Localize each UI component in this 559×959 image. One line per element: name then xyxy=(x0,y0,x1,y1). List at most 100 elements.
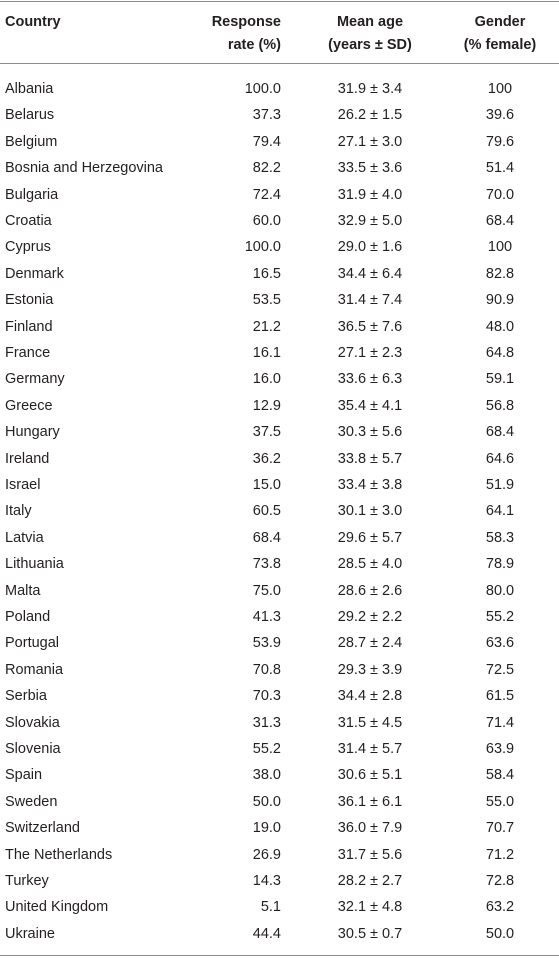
mean-age-cell: 30.6 ± 5.1 xyxy=(337,767,403,784)
mean-age-cell: 31.9 ± 4.0 xyxy=(337,186,403,203)
response-rate-cell: 21.2 xyxy=(252,318,281,335)
gender-cell: 51.9 xyxy=(485,477,515,493)
mean-age-cell: 32.1 ± 4.8 xyxy=(337,899,403,916)
response-rate-cell: 38.0 xyxy=(252,767,281,784)
country-cell: Sweden xyxy=(5,793,58,810)
column-header: Response xyxy=(211,14,281,30)
country-cell: United Kingdom xyxy=(5,899,109,916)
mean-age-cell: 28.2 ± 2.7 xyxy=(337,873,403,889)
country-cell: Latvia xyxy=(5,529,44,546)
mean-age-cell: 27.1 ± 3.0 xyxy=(337,133,403,150)
mean-age-cell: 32.9 ± 5.0 xyxy=(337,213,403,229)
gender-cell: 59.1 xyxy=(485,371,515,388)
column-header: Country xyxy=(5,14,61,30)
country-cell: Lithuania xyxy=(5,556,64,573)
mean-age-cell: 33.4 ± 3.8 xyxy=(337,477,403,493)
country-cell: Hungary xyxy=(5,424,60,441)
column-header: (% female) xyxy=(463,37,537,53)
response-rate-cell: 70.8 xyxy=(252,661,281,678)
country-cell: Cyprus xyxy=(5,239,51,256)
mean-age-cell: 28.6 ± 2.6 xyxy=(337,582,403,599)
column-header: Mean age xyxy=(336,14,404,30)
country-cell: Slovenia xyxy=(5,741,61,757)
gender-cell: 100 xyxy=(487,81,513,97)
country-cell: Albania xyxy=(5,81,54,97)
country-cell: Greece xyxy=(5,397,53,414)
gender-cell: 68.4 xyxy=(485,424,515,441)
response-rate-cell: 44.4 xyxy=(252,925,281,942)
response-rate-cell: 14.3 xyxy=(252,873,281,889)
mean-age-cell: 34.4 ± 6.4 xyxy=(337,265,403,282)
mean-age-cell: 29.3 ± 3.9 xyxy=(337,661,403,678)
gender-cell: 63.2 xyxy=(485,899,515,916)
response-rate-cell: 16.0 xyxy=(252,371,281,388)
mean-age-cell: 31.9 ± 3.4 xyxy=(337,81,403,97)
mean-age-cell: 30.1 ± 3.0 xyxy=(337,503,403,520)
response-rate-cell: 60.0 xyxy=(252,213,281,229)
gender-cell: 51.4 xyxy=(485,160,515,177)
response-rate-cell: 75.0 xyxy=(252,582,281,599)
mean-age-cell: 31.4 ± 5.7 xyxy=(337,741,403,757)
country-cell: France xyxy=(5,345,51,361)
response-rate-cell: 100.0 xyxy=(244,81,281,97)
response-rate-cell: 19.0 xyxy=(252,820,281,837)
mean-age-cell: 27.1 ± 2.3 xyxy=(337,345,403,361)
country-cell: Finland xyxy=(5,318,53,335)
mean-age-cell: 33.6 ± 6.3 xyxy=(337,371,403,388)
response-rate-cell: 37.3 xyxy=(252,107,281,124)
response-rate-cell: 82.2 xyxy=(252,160,281,177)
column-header: rate (%) xyxy=(227,37,281,53)
mean-age-cell: 26.2 ± 1.5 xyxy=(337,107,403,124)
response-rate-cell: 41.3 xyxy=(252,609,281,625)
bottom-rule xyxy=(0,955,559,956)
country-cell: Italy xyxy=(5,503,32,520)
column-header: (years ± SD) xyxy=(328,37,412,53)
country-cell: Turkey xyxy=(5,873,49,889)
response-rate-cell: 72.4 xyxy=(252,186,281,203)
gender-cell: 56.8 xyxy=(485,397,515,414)
response-rate-cell: 60.5 xyxy=(252,503,281,520)
gender-cell: 39.6 xyxy=(485,107,515,124)
response-rate-cell: 16.5 xyxy=(252,265,281,282)
response-rate-cell: 15.0 xyxy=(252,477,281,493)
country-cell: Belgium xyxy=(5,133,58,150)
country-cell: Croatia xyxy=(5,213,52,229)
country-cell: Denmark xyxy=(5,265,64,282)
gender-cell: 71.4 xyxy=(485,714,515,731)
gender-cell: 70.7 xyxy=(485,820,515,837)
gender-cell: 70.0 xyxy=(485,186,515,203)
response-rate-cell: 5.1 xyxy=(260,899,281,916)
country-cell: The Netherlands xyxy=(5,846,113,863)
mean-age-cell: 36.0 ± 7.9 xyxy=(337,820,403,837)
column-header: Gender xyxy=(474,14,526,30)
response-rate-cell: 36.2 xyxy=(252,450,281,467)
response-rate-cell: 100.0 xyxy=(244,239,281,256)
gender-cell: 72.5 xyxy=(485,661,515,678)
gender-cell: 50.0 xyxy=(485,925,515,942)
gender-cell: 55.2 xyxy=(485,609,515,625)
country-cell: Bulgaria xyxy=(5,186,59,203)
response-rate-cell: 12.9 xyxy=(252,397,281,414)
mean-age-cell: 30.3 ± 5.6 xyxy=(337,424,403,441)
country-cell: Ireland xyxy=(5,450,50,467)
gender-cell: 48.0 xyxy=(485,318,515,335)
country-cell: Malta xyxy=(5,582,41,599)
country-cell: Belarus xyxy=(5,107,55,124)
mean-age-cell: 28.5 ± 4.0 xyxy=(337,556,403,573)
mean-age-cell: 29.2 ± 2.2 xyxy=(337,609,403,625)
mean-age-cell: 36.5 ± 7.6 xyxy=(337,318,403,335)
gender-cell: 79.6 xyxy=(485,133,515,150)
response-rate-cell: 37.5 xyxy=(252,424,281,441)
mean-age-cell: 31.4 ± 7.4 xyxy=(337,292,403,309)
mean-age-cell: 36.1 ± 6.1 xyxy=(337,793,403,810)
country-cell: Switzerland xyxy=(5,820,80,837)
mean-age-cell: 31.7 ± 5.6 xyxy=(337,846,403,863)
country-cell: Ukraine xyxy=(5,925,55,942)
response-rate-cell: 31.3 xyxy=(252,714,281,731)
gender-cell: 58.4 xyxy=(485,767,515,784)
response-rate-cell: 53.9 xyxy=(252,635,281,652)
response-rate-cell: 68.4 xyxy=(252,529,281,546)
gender-cell: 61.5 xyxy=(485,688,515,705)
gender-cell: 64.1 xyxy=(485,503,515,520)
mean-age-cell: 29.0 ± 1.6 xyxy=(337,239,403,256)
